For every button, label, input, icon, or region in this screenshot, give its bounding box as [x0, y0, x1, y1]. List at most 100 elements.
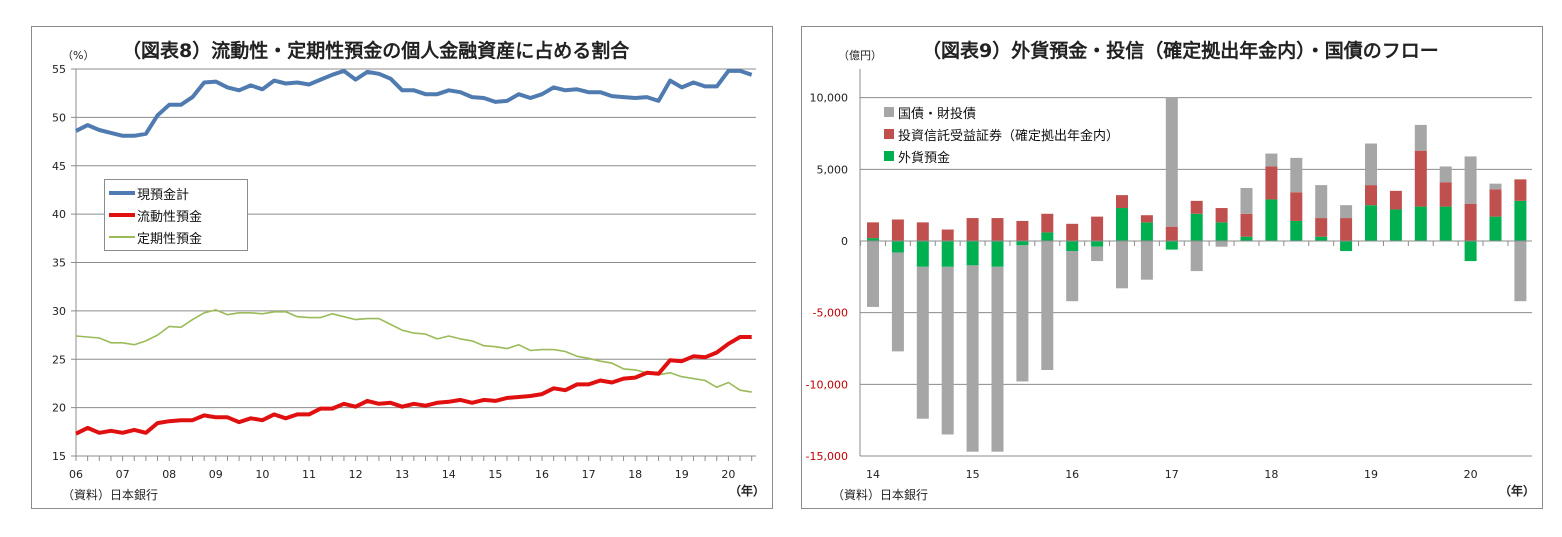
y-tick-label: 55 [52, 63, 66, 76]
y-tick-label: 40 [52, 208, 66, 221]
bar-jgb [1190, 241, 1203, 272]
bar-investment-trust [1514, 179, 1527, 201]
bar-fx-deposit [916, 241, 929, 267]
x-tick-label: 12 [349, 468, 363, 481]
y-tick-label: 20 [52, 402, 66, 415]
bar-jgb [1290, 157, 1303, 193]
x-tick-label: 08 [162, 468, 176, 481]
bar-investment-trust [941, 229, 954, 241]
bar-investment-trust [1315, 218, 1328, 237]
legend-label: 定期性預金 [137, 231, 203, 247]
bar-investment-trust [1265, 166, 1278, 200]
bar-fx-deposit [867, 238, 879, 241]
y-tick-label: 15 [52, 450, 66, 463]
bar-investment-trust [891, 219, 904, 241]
legend-swatch-red-line [109, 213, 135, 217]
bar-jgb [1365, 143, 1377, 186]
chart-legend: 国債・財投債 投資信託受益証券（確定拠出年金内） 外貨預金 [884, 101, 1120, 167]
bar-jgb [1464, 156, 1477, 204]
bar-investment-trust [1290, 192, 1303, 221]
bar-jgb [1489, 183, 1502, 190]
bar-jgb [867, 241, 879, 307]
x-tick-label: 18 [1264, 468, 1278, 481]
bar-jgb [1041, 241, 1054, 370]
bar-investment-trust [966, 218, 979, 241]
legend-swatch-red [884, 129, 894, 139]
bar-investment-trust [1190, 200, 1203, 214]
bar-fx-deposit [1290, 220, 1303, 241]
x-tick-label: 15 [488, 468, 502, 481]
x-tick-label: 14 [442, 468, 456, 481]
bar-fx-deposit [1265, 199, 1278, 241]
x-tick-label: 06 [69, 468, 83, 481]
line-chart-svg: 15 20 25 30 35 40 45 50 55 06 07 08 09 10 11 12 13 14 15 16… [52, 63, 756, 481]
chart-panel-flows: （図表9）外貨預金・投信（確定拠出年金内）・国債のフロー （億円） -15,00… [801, 26, 1543, 509]
series-line-liquid [75, 335, 752, 436]
bar-jgb [1514, 241, 1527, 302]
bar-fx-deposit [1389, 209, 1402, 241]
bar-investment-trust [991, 218, 1004, 241]
series-line-time [75, 309, 752, 393]
bar-investment-trust [1414, 150, 1427, 207]
bar-investment-trust [1215, 208, 1228, 223]
legend-label: 外貨預金 [898, 150, 951, 166]
bar-jgb [1116, 241, 1128, 289]
x-tick-label: 19 [1364, 468, 1378, 481]
bar-jgb [941, 266, 954, 435]
bar-investment-trust [1066, 223, 1079, 241]
legend-item-time: 定期性預金 [109, 226, 243, 248]
legend-swatch-green-line [109, 236, 135, 238]
legend-item-total: 現預金計 [109, 182, 243, 204]
bar-investment-trust [1091, 216, 1104, 241]
legend-label: 国債・財投債 [898, 106, 977, 122]
x-tick-label: 07 [116, 468, 130, 481]
bar-investment-trust [1240, 213, 1253, 237]
bar-fx-deposit [1439, 206, 1452, 241]
bar-investment-trust [1365, 185, 1377, 206]
bar-jgb [1066, 251, 1079, 302]
bar-fx-deposit [1464, 241, 1477, 262]
x-tick-label: 19 [675, 468, 689, 481]
legend-label: 現預金計 [137, 187, 190, 203]
bar-jgb [966, 265, 979, 452]
bar-investment-trust [1116, 195, 1128, 209]
bar-fx-deposit [1066, 241, 1079, 252]
bar-investment-trust [867, 222, 879, 239]
x-tick-label: 13 [395, 468, 409, 481]
bar-fx-deposit [1514, 200, 1527, 241]
y-unit-label: （億円） [838, 49, 882, 62]
source-label: （資料）日本銀行 [62, 488, 159, 502]
bar-fx-deposit [1215, 222, 1228, 241]
bar-fx-deposit [1365, 205, 1377, 241]
bar-investment-trust [1340, 218, 1353, 241]
x-tick-label: 10 [255, 468, 269, 481]
bar-fx-deposit [1190, 213, 1203, 241]
y-tick-label: 45 [52, 160, 66, 173]
y-tick-label: 0 [841, 235, 848, 248]
bar-jgb [1165, 97, 1178, 227]
bar-fx-deposit [891, 241, 904, 253]
legend-label: 投資信託受益証券（確定拠出年金内） [898, 128, 1120, 144]
bar-investment-trust [1439, 182, 1452, 207]
y-tick-label: 5,000 [817, 163, 849, 176]
x-tick-label: 11 [302, 468, 316, 481]
bar-fx-deposit [966, 241, 979, 266]
bar-fx-deposit [1041, 232, 1054, 241]
x-unit-label: （年） [1499, 484, 1536, 498]
bar-investment-trust [1041, 213, 1054, 233]
bar-investment-trust [1464, 203, 1477, 241]
bar-fx-deposit [1116, 208, 1128, 241]
x-tick-label: 16 [1065, 468, 1079, 481]
x-tick-label: 20 [721, 468, 735, 481]
bar-jgb [891, 252, 904, 352]
x-tick-label: 18 [628, 468, 642, 481]
legend-swatch-green [884, 151, 894, 161]
source-label: （資料）日本銀行 [832, 488, 929, 502]
chart-panel-liquidity-ratio: （図表8）流動性・定期性預金の個人金融資産に占める割合 （%） 15 20 25 30… [31, 26, 773, 509]
legend-swatch-gray [884, 107, 894, 117]
legend-item-liquid: 流動性預金 [109, 204, 243, 226]
bar-jgb [991, 266, 1004, 452]
bar-jgb [1215, 241, 1228, 247]
bar-jgb [1265, 153, 1278, 167]
x-unit-label: （年） [729, 484, 766, 498]
